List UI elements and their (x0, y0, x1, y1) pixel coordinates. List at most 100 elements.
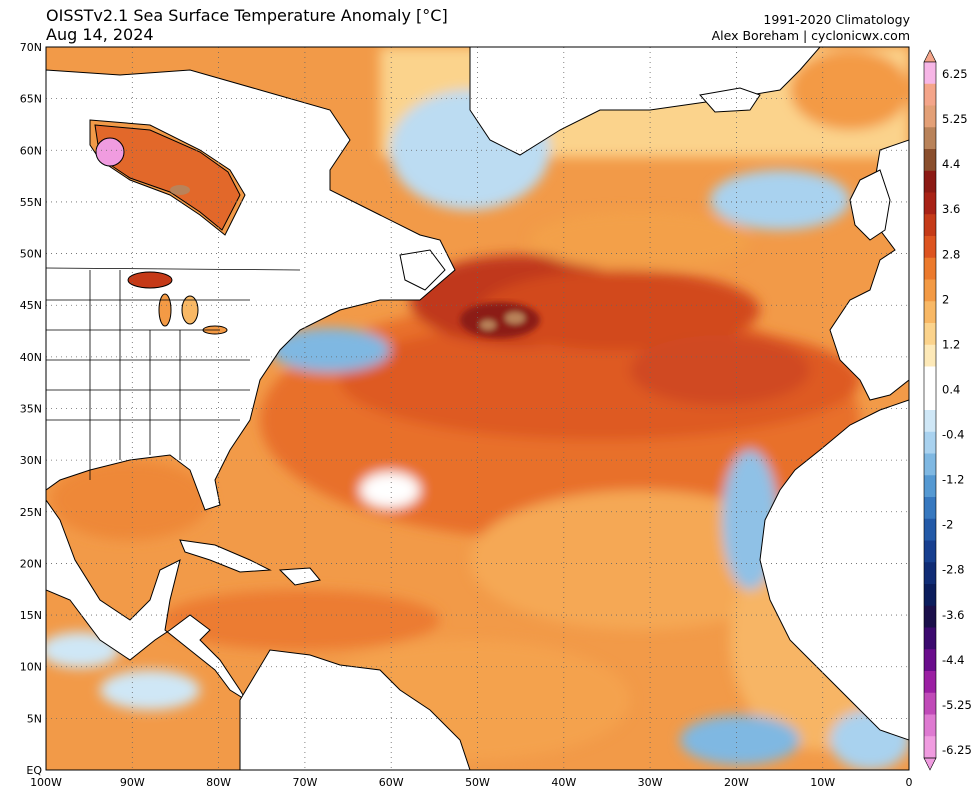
colorbar-segment (924, 410, 936, 433)
lat-tick-label: 15N (20, 609, 42, 622)
lat-tick-label: EQ (26, 764, 42, 777)
lon-tick-label: 50W (465, 776, 490, 789)
colorbar-tick-label: -1.2 (942, 473, 964, 487)
colorbar-segment (924, 453, 936, 476)
colorbar-segment (924, 518, 936, 541)
land-masses (46, 47, 909, 770)
colorbar-segment (924, 627, 936, 650)
colorbar-segment (924, 562, 936, 585)
lat-tick-label: 20N (20, 557, 42, 570)
colorbar-segment (924, 149, 936, 172)
lon-tick-label: 40W (551, 776, 576, 789)
colorbar-tick-label: 6.25 (942, 67, 968, 81)
colorbar-tick-label: -6.25 (942, 743, 972, 757)
lat-tick-label: 10N (20, 661, 42, 674)
colorbar-segment (924, 62, 936, 85)
colorbar-segment (924, 83, 936, 106)
lon-tick-label: 0 (906, 776, 913, 789)
colorbar-tick-label: 5.25 (942, 112, 968, 126)
colorbar-tick-label: -5.25 (942, 698, 972, 712)
colorbar-segment (924, 127, 936, 150)
hispaniola (278, 567, 321, 586)
map-date: Aug 14, 2024 (46, 25, 154, 44)
lat-tick-label: 35N (20, 403, 42, 416)
british-isles (849, 169, 891, 241)
colorbar-tick-label: 2.8 (942, 247, 960, 261)
colorbar-max-arrow (923, 49, 937, 63)
graticule (46, 47, 909, 770)
colorbar-segment (924, 366, 936, 389)
colorbar-segment (924, 388, 936, 411)
lat-tick-label: 30N (20, 454, 42, 467)
colorbar-segment (924, 214, 936, 237)
latitude-axis: EQ 5N 10N 15N 20N 25N 30N 35N 40N 45N 50N 55N 60N 65N… (20, 41, 43, 777)
colorbar-segment (924, 279, 936, 302)
colorbar-segment (924, 431, 936, 454)
colorbar-segment (924, 323, 936, 346)
colorbar-segment (924, 605, 936, 628)
lat-tick-label: 65N (20, 93, 42, 106)
colorbar-labels: 6.25 5.25 4.4 3.6 2.8 2 1.2 0.4 -0.4 -1.2 -2 -2.8 -3… (942, 67, 972, 757)
south-america (239, 649, 471, 770)
lon-tick-label: 20W (724, 776, 749, 789)
longitude-axis: 100W 90W 80W 70W 60W 50W 40W 30W 20W 10W 0 (30, 776, 912, 789)
hudson-bay (94, 124, 241, 231)
colorbar-tick-label: 4.4 (942, 157, 960, 171)
title-block: OISSTv2.1 Sea Surface Temperature Anomal… (46, 6, 448, 44)
colorbar-tick-label: 1.2 (942, 337, 960, 351)
lat-tick-label: 70N (20, 41, 42, 54)
plot-frame (45, 46, 910, 771)
lat-tick-label: 5N (27, 712, 42, 725)
colorbar-segment (924, 584, 936, 607)
political-boundaries (45, 267, 301, 480)
colorbar-tick-label: 0.4 (942, 382, 960, 396)
iceland (699, 87, 761, 113)
mexico-central-america (46, 499, 247, 701)
lat-tick-label: 60N (20, 144, 42, 157)
colorbar-tick-label: -3.6 (942, 608, 964, 622)
lon-tick-label: 100W (30, 776, 62, 789)
colorbar-tick-label: 3.6 (942, 202, 960, 216)
colorbar-tick-label: 2 (942, 292, 949, 306)
credit-block: 1991-2020 Climatology Alex Boreham | cyc… (712, 12, 910, 44)
lon-tick-label: 80W (206, 776, 231, 789)
colorbar-segment (924, 236, 936, 259)
colorbar-segment (924, 301, 936, 324)
colorbar-tick-label: -2 (942, 518, 953, 532)
climatology-label: 1991-2020 Climatology (763, 12, 910, 27)
colorbar-segment (924, 497, 936, 520)
lon-tick-label: 60W (379, 776, 404, 789)
colorbar-min-arrow (923, 757, 937, 771)
lon-tick-label: 10W (810, 776, 835, 789)
colorbar-segment (924, 170, 936, 193)
lat-tick-label: 55N (20, 196, 42, 209)
map-title: OISSTv2.1 Sea Surface Temperature Anomal… (46, 6, 448, 25)
credit-label: Alex Boreham | cyclonicwx.com (711, 28, 910, 43)
colorbar-segment (924, 475, 936, 498)
colorbar-segment (924, 257, 936, 280)
colorbar-segment (924, 105, 936, 128)
colorbar-segment (924, 649, 936, 672)
colorbar-segment (924, 671, 936, 694)
greenland (469, 47, 821, 156)
colorbar-segment (924, 192, 936, 215)
africa (759, 399, 909, 741)
lon-tick-label: 90W (120, 776, 145, 789)
colorbar-segment (924, 692, 936, 715)
colorbar-tick-label: -2.8 (942, 563, 964, 577)
colorbar-tick-label: -0.4 (942, 428, 964, 442)
lat-tick-label: 45N (20, 299, 42, 312)
colorbar-segment (924, 344, 936, 367)
lat-tick-label: 50N (20, 248, 42, 261)
lat-tick-label: 25N (20, 506, 42, 519)
cuba (179, 539, 272, 573)
lon-tick-label: 30W (638, 776, 663, 789)
anomaly-field (46, 47, 909, 770)
newfoundland (399, 249, 446, 291)
colorbar-tick-label: -4.4 (942, 653, 964, 667)
colorbar (923, 49, 937, 771)
colorbar-segment (924, 714, 936, 737)
lon-tick-label: 70W (292, 776, 317, 789)
colorbar-segment (924, 736, 936, 759)
